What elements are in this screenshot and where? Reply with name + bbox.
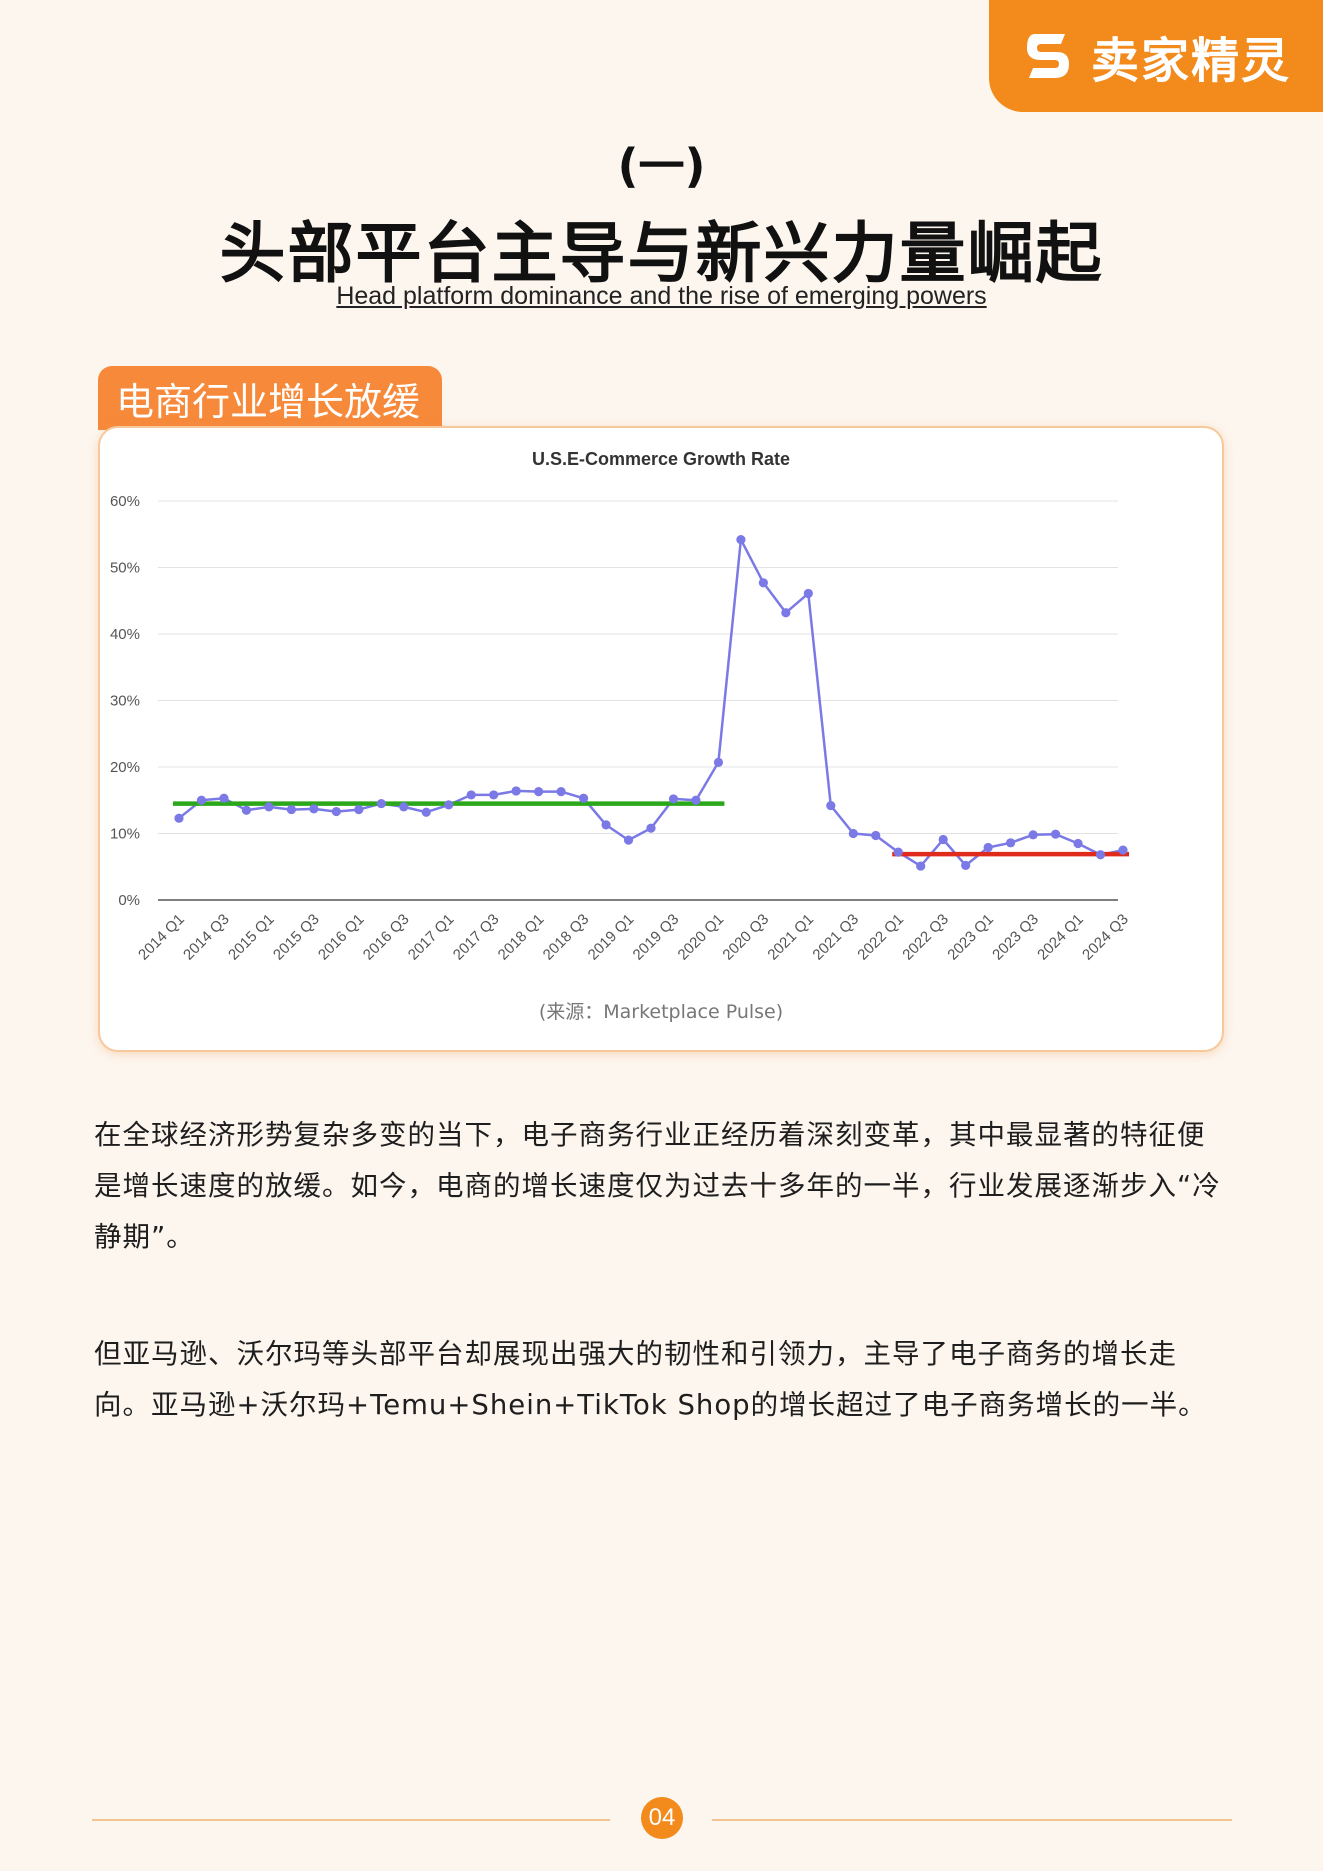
data-point xyxy=(286,804,296,815)
x-tick-label: 2018 Q3 xyxy=(540,911,593,964)
x-tick-label: 2017 Q3 xyxy=(450,911,503,964)
footer-divider-right xyxy=(712,1819,1232,1821)
x-tick-label: 2022 Q1 xyxy=(854,911,907,964)
data-point xyxy=(848,828,858,839)
data-point xyxy=(241,805,252,815)
data-point xyxy=(961,860,971,871)
data-point xyxy=(826,800,836,811)
y-tick-label: 10% xyxy=(110,826,140,843)
chart-source-note: (来源：Marketplace Pulse) xyxy=(539,1001,783,1023)
chart-card: U.S.E-Commerce Growth Rate 0% 10% 20% 30% 40%… xyxy=(98,426,1224,1052)
x-tick-label: 2017 Q1 xyxy=(405,911,458,964)
y-tick-label: 60% xyxy=(110,493,140,510)
x-tick-label: 2020 Q1 xyxy=(675,911,728,964)
data-point xyxy=(758,578,768,588)
page-subtitle: Head platform dominance and the rise of … xyxy=(336,282,987,310)
x-tick-label: 2022 Q3 xyxy=(899,911,952,964)
data-point xyxy=(421,807,431,817)
data-point xyxy=(871,830,881,841)
section-number: (一) xyxy=(617,139,706,193)
x-tick-label: 2019 Q1 xyxy=(585,911,638,964)
data-point xyxy=(556,787,566,797)
data-point xyxy=(983,842,993,853)
data-point xyxy=(736,534,746,545)
series-line xyxy=(178,538,1124,868)
data-point xyxy=(1006,838,1016,848)
x-tick-label: 2023 Q1 xyxy=(944,911,997,964)
data-point xyxy=(1095,850,1106,860)
paragraph-1: 在全球经济形势复杂多变的当下，电子商务行业正经历着深刻变革，其中最显著的特征便是… xyxy=(94,1119,1221,1253)
data-point xyxy=(691,795,701,805)
y-tick-label: 20% xyxy=(110,759,140,776)
x-tick-label: 2018 Q1 xyxy=(495,911,548,964)
data-point xyxy=(309,804,319,814)
data-point xyxy=(1073,838,1083,849)
data-point xyxy=(601,820,611,830)
growth-rate-chart: U.S.E-Commerce Growth Rate 0% 10% 20% 30% 40%… xyxy=(110,449,1132,1023)
data-point xyxy=(578,793,589,803)
page-title: 头部平台主导与新兴力量崛起 xyxy=(219,215,1104,292)
data-point xyxy=(219,793,229,803)
x-tick-label: 2014 Q1 xyxy=(135,911,188,964)
x-tick-label: 2016 Q1 xyxy=(315,911,368,964)
x-tick-label: 2024 Q3 xyxy=(1079,911,1132,964)
brand-badge: 卖家精灵 xyxy=(989,0,1323,112)
data-point xyxy=(1118,845,1128,855)
data-point xyxy=(781,608,791,618)
data-point xyxy=(489,790,499,800)
data-point xyxy=(534,787,544,797)
data-point xyxy=(623,835,634,845)
data-point xyxy=(668,794,679,804)
data-point xyxy=(354,804,364,815)
brand-name: 卖家精灵 xyxy=(1090,33,1291,89)
page-number: 04 xyxy=(641,1797,683,1839)
x-tick-label: 2020 Q3 xyxy=(719,911,772,964)
x-tick-label: 2015 Q1 xyxy=(225,911,278,964)
x-tick-label: 2021 Q1 xyxy=(764,911,817,964)
x-tick-label: 2019 Q3 xyxy=(630,911,683,964)
data-point xyxy=(893,847,903,857)
y-tick-label: 40% xyxy=(110,626,140,643)
data-point xyxy=(196,795,207,805)
x-tick-label: 2016 Q3 xyxy=(360,911,413,964)
x-tick-label: 2015 Q3 xyxy=(270,911,323,964)
data-point xyxy=(264,802,274,812)
data-point xyxy=(511,786,521,796)
y-tick-label: 30% xyxy=(110,693,140,710)
data-point xyxy=(1050,829,1061,839)
data-point xyxy=(1028,830,1038,840)
data-point xyxy=(466,790,476,800)
x-tick-label: 2023 Q3 xyxy=(989,911,1042,964)
x-tick-label: 2014 Q3 xyxy=(180,911,233,964)
chart-title: U.S.E-Commerce Growth Rate xyxy=(532,449,790,469)
x-tick-label: 2024 Q1 xyxy=(1034,911,1087,964)
x-tick-label: 2021 Q3 xyxy=(809,911,862,964)
paragraph-2: 但亚马逊、沃尔玛等头部平台却展现出强大的韧性和引领力，主导了电子商务的增长走向。… xyxy=(94,1338,1207,1421)
y-tick-label: 50% xyxy=(110,560,140,577)
section-tag: 电商行业增长放缓 xyxy=(98,366,443,430)
data-point xyxy=(713,757,724,767)
y-tick-label: 0% xyxy=(118,892,140,909)
data-point xyxy=(916,861,926,871)
data-point xyxy=(646,823,656,833)
s-shape-logo-icon xyxy=(1026,34,1069,78)
data-point xyxy=(331,806,341,817)
data-point xyxy=(376,798,386,809)
data-point xyxy=(444,800,454,810)
footer-divider-left xyxy=(92,1819,610,1821)
data-point xyxy=(174,813,184,823)
data-point xyxy=(938,834,948,845)
data-point xyxy=(399,802,409,812)
data-point xyxy=(803,588,813,599)
